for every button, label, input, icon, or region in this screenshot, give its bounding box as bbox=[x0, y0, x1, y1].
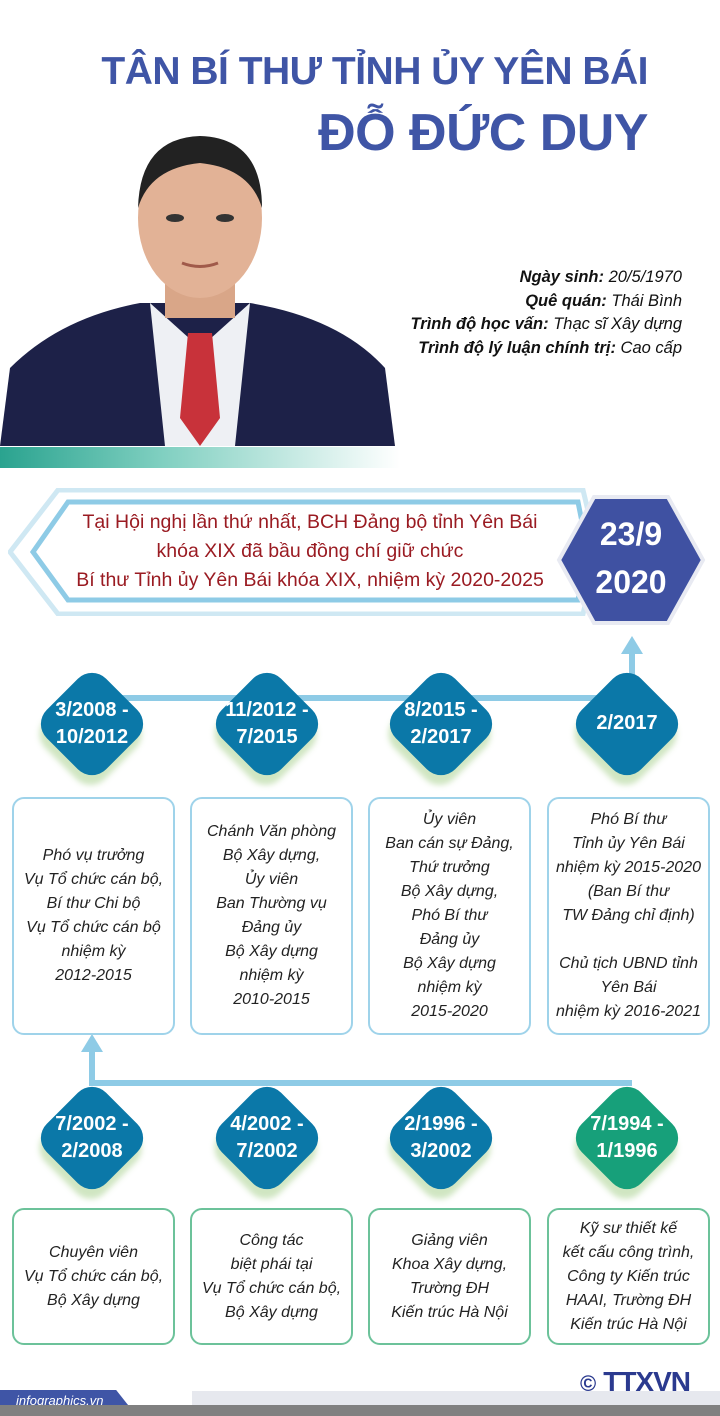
timeline-card-text: Chánh Văn phòng Bộ Xây dựng, Ủy viên Ban… bbox=[207, 823, 336, 1008]
timeline-date: 3/2008 - 10/2012 bbox=[55, 699, 129, 748]
highlight-text: Tại Hội nghị lần thứ nhất, BCH Đảng bộ t… bbox=[76, 511, 544, 591]
timeline-card-text: Kỹ sư thiết kế kết cấu công trình, Công … bbox=[562, 1219, 695, 1333]
timeline-card: Chánh Văn phòng Bộ Xây dựng, Ủy viên Ban… bbox=[190, 797, 353, 1035]
timeline-line-top bbox=[92, 695, 632, 701]
timeline-card-text: Phó vụ trưởng Vụ Tổ chức cán bộ, Bí thư … bbox=[23, 847, 164, 984]
title-line1: TÂN BÍ THƯ TỈNH ỦY YÊN BÁI bbox=[101, 50, 648, 93]
date-hexagon bbox=[556, 495, 706, 625]
profile-birthdate: Ngày sinh: 20/5/1970 bbox=[519, 268, 682, 286]
timeline-date: 4/2002 - 7/2002 bbox=[230, 1113, 304, 1162]
timeline-card: Phó Bí thư Tỉnh ủy Yên Bái nhiệm kỳ 2015… bbox=[547, 797, 710, 1035]
timeline-card: Chuyên viên Vụ Tổ chức cán bộ, Bộ Xây dự… bbox=[12, 1208, 175, 1345]
profile-education: Trình độ học vấn: Thạc sĩ Xây dựng bbox=[410, 315, 682, 333]
profile-hometown: Quê quán: Thái Bình bbox=[525, 291, 682, 310]
timeline-card-text: Ủy viên Ban cán sự Đảng, Thứ trưởng Bộ X… bbox=[385, 811, 514, 1020]
profile-info: Ngày sinh: 20/5/1970 Quê quán: Thái Bình… bbox=[411, 266, 682, 360]
footer-bar bbox=[0, 1405, 720, 1416]
profile-political: Trình độ lý luận chính trị: Cao cấp bbox=[418, 338, 682, 357]
accent-bar bbox=[0, 447, 400, 468]
timeline-card: Phó vụ trưởng Vụ Tổ chức cán bộ, Bí thư … bbox=[12, 797, 175, 1035]
title-name: ĐỖ ĐỨC DUY bbox=[318, 104, 648, 162]
timeline-line-bottom bbox=[92, 1080, 632, 1086]
timeline-card: Kỹ sư thiết kế kết cấu công trình, Công … bbox=[547, 1208, 710, 1345]
timeline-card-text: Giảng viên Khoa Xây dựng, Trường ĐH Kiến… bbox=[391, 1231, 508, 1321]
portrait-photo bbox=[0, 136, 395, 446]
timeline-date: 2/1996 - 3/2002 bbox=[404, 1113, 478, 1162]
timeline-card: Giảng viên Khoa Xây dựng, Trường ĐH Kiến… bbox=[368, 1208, 531, 1345]
timeline-card-text: Công tác biệt phái tại Vụ Tổ chức cán bộ… bbox=[201, 1231, 342, 1321]
timeline-date: 8/2015 - 2/2017 bbox=[404, 699, 478, 748]
timeline-date: 7/2002 - 2/2008 bbox=[55, 1113, 129, 1162]
timeline-date: 11/2012 - 7/2015 bbox=[225, 699, 309, 748]
timeline-card-text: Chuyên viên Vụ Tổ chức cán bộ, Bộ Xây dự… bbox=[23, 1243, 164, 1309]
timeline-date: 7/1994 - 1/1996 bbox=[590, 1113, 664, 1162]
footer-strip bbox=[192, 1391, 720, 1407]
timeline-card: Ủy viên Ban cán sự Đảng, Thứ trưởng Bộ X… bbox=[368, 797, 531, 1035]
arrow-up-icon bbox=[621, 636, 643, 654]
highlight-date: 23/9 2020 bbox=[595, 516, 667, 600]
highlight-banner bbox=[8, 488, 598, 616]
timeline-card: Công tác biệt phái tại Vụ Tổ chức cán bộ… bbox=[190, 1208, 353, 1345]
connector-up bbox=[89, 1050, 95, 1086]
timeline-date: 2/2017 bbox=[596, 712, 658, 734]
timeline-card-text: Phó Bí thư Tỉnh ủy Yên Bái nhiệm kỳ 2015… bbox=[556, 811, 701, 1020]
arrow-up-icon bbox=[81, 1034, 103, 1052]
